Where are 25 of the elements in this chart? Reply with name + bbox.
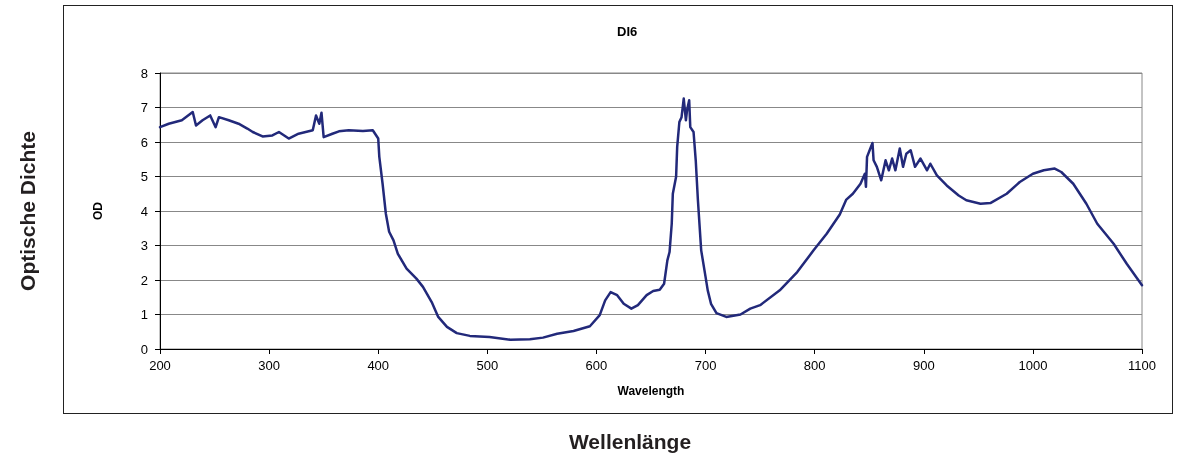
x-tick-label: 600 (585, 358, 608, 373)
x-tick-label: 500 (476, 358, 499, 373)
x-tick-label: 700 (694, 358, 717, 373)
y-tick-label: 6 (140, 134, 148, 150)
y-tick-label: 2 (140, 272, 148, 288)
y-tick-label: 3 (140, 238, 148, 253)
y-tick-label: 1 (140, 307, 148, 322)
x-tick-label: 1000 (1018, 358, 1048, 373)
y-tick-label: 7 (140, 100, 148, 115)
y-tick-label: 5 (140, 169, 148, 184)
text: Optische Dichte (15, 131, 39, 291)
y-tick-label: 4 (140, 203, 148, 219)
x-tick-label: 200 (149, 358, 171, 373)
x-tick-label: 1100 (1128, 358, 1156, 373)
y-tick-label: 0 (140, 341, 148, 357)
x-tick-label: 800 (803, 358, 826, 373)
text: Wellenlänge (568, 429, 692, 453)
x-tick-label: 400 (367, 358, 390, 373)
chart-title: DI6 (617, 24, 638, 39)
x-tick-label: 300 (258, 358, 280, 373)
y-axis-title: OD (91, 201, 105, 220)
line-series (158, 97, 1144, 341)
y-tick-label: 8 (140, 65, 148, 81)
x-tick-label: 900 (912, 358, 935, 373)
x-axis-title: Wavelength (617, 384, 685, 398)
